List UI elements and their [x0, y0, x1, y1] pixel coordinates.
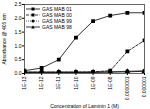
svg-text:1.0: 1.0: [15, 43, 22, 49]
svg-text:2.5: 2.5: [15, 1, 22, 7]
svg-text:0.5: 0.5: [15, 56, 22, 62]
svg-text:Concentration of Laminin 1 (M): Concentration of Laminin 1 (M): [50, 103, 119, 109]
svg-text:0.0: 0.0: [15, 70, 22, 76]
svg-text:2.0: 2.0: [15, 15, 22, 21]
svg-text:1.5: 1.5: [15, 29, 22, 35]
svg-text:0.000001: 0.000001: [141, 76, 147, 97]
html-text:GAS MAB 00: GAS MAB 00: [42, 12, 72, 18]
html-text:GAS MAB 01: GAS MAB 01: [42, 6, 72, 12]
svg-text:1E-12: 1E-12: [38, 76, 44, 90]
html-text:GAS MAB 99: GAS MAB 99: [42, 18, 72, 24]
svg-text:1E-10: 1E-10: [73, 76, 79, 90]
svg-text:1E-11: 1E-11: [55, 76, 61, 89]
svg-text:1E-13: 1E-13: [21, 76, 27, 90]
svg-text:1E-09: 1E-09: [90, 76, 96, 90]
html-text:GAS MAB 98: GAS MAB 98: [42, 24, 72, 30]
svg-text:Absorbance @ 405 nm: Absorbance @ 405 nm: [1, 13, 7, 64]
svg-text:1E-08: 1E-08: [107, 76, 113, 90]
svg-text:0.0000001: 0.0000001: [124, 76, 130, 100]
